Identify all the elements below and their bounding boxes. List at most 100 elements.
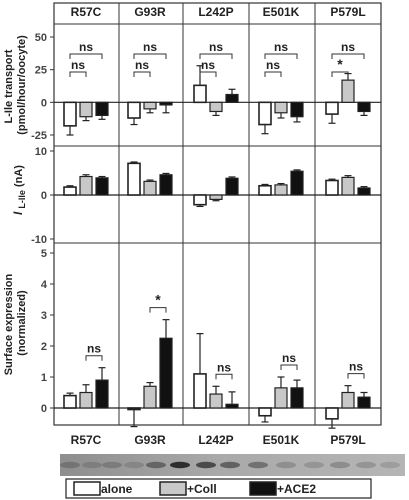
bar-coll-p579l (341, 176, 355, 196)
bar-coll-l242p (209, 101, 223, 113)
header-top-4: P579L (330, 5, 365, 19)
legend-label-coll: +Coll (187, 482, 217, 496)
bar-ace2-g93r (159, 174, 173, 196)
blot-band (304, 461, 324, 469)
blot-band (124, 461, 144, 469)
y-tick-label: -25 (31, 130, 47, 142)
bar-alone-l242p (193, 373, 207, 409)
y-tick-label: 10 (35, 146, 47, 158)
blot-band (330, 461, 350, 469)
bar-ace2-r57c (95, 101, 109, 117)
header-bottom-2: L242P (198, 433, 233, 447)
header-top-3: E501K (263, 5, 300, 19)
bar-alone-g93r (127, 101, 141, 119)
significance-bracket (331, 53, 365, 59)
significance-label: ns (282, 351, 296, 365)
blot-band (248, 461, 268, 469)
bar-coll-r57c (79, 175, 93, 196)
bar-alone-l242p (193, 194, 207, 206)
bar-alone-r57c (63, 101, 77, 127)
bar-alone-l242p (193, 84, 207, 104)
y-tick-label: 1 (41, 372, 47, 384)
y-label-current-main: I (11, 211, 25, 215)
header-row-top: R57C G93R L242P E501K P579L (71, 5, 366, 19)
bar-alone-p579l (325, 179, 339, 196)
blot-band (146, 461, 166, 469)
significance-bracket (264, 71, 282, 77)
y-tick-label: 0 (41, 97, 47, 109)
blot-band (276, 461, 296, 469)
blot-band (170, 461, 190, 469)
y-label-transport: L-Ile transport (pmol/hour/oocyte) (3, 35, 28, 135)
y-label-transport-line2: (pmol/hour/oocyte) (16, 35, 28, 135)
bar-coll-g93r (143, 385, 157, 409)
bar-ace2-g93r (159, 337, 173, 409)
significance-bracket (331, 71, 349, 77)
blot-band (220, 461, 240, 469)
header-bottom-3: E501K (263, 433, 300, 447)
y-tick-label: 2 (41, 341, 47, 353)
significance-bracket (199, 53, 233, 59)
y-tick-label: 25 (35, 65, 47, 77)
bar-coll-l242p (209, 194, 223, 201)
header-top-2: L242P (198, 5, 233, 19)
significance-label: ns (87, 342, 101, 356)
bar-ace2-l242p (225, 177, 239, 196)
y-tick-label: 0 (41, 190, 47, 202)
header-bottom-1: G93R (134, 433, 166, 447)
y-label-surface: Surface expression (normalized) (3, 271, 28, 376)
y-tick-label: 3 (41, 310, 47, 322)
header-top-1: G93R (134, 5, 166, 19)
bar-alone-r57c (63, 186, 77, 196)
y-label-surface-line2: (normalized) (16, 290, 28, 356)
significance-bracket (215, 373, 233, 380)
y-tick-label: 4 (41, 279, 48, 291)
significance-annotations: ns ns ns ns ns ns ns ns * ns ns * ns ns ns (69, 40, 365, 380)
significance-label: * (155, 292, 161, 308)
header-bottom-0: R57C (71, 433, 102, 447)
significance-label: ns (266, 58, 280, 72)
bar-alone-g93r (127, 407, 141, 411)
significance-label: ns (79, 40, 93, 54)
significance-bracket (199, 71, 217, 77)
bar-alone-g93r (127, 162, 141, 196)
bar-ace2-p579l (357, 187, 371, 196)
blot-band (196, 461, 216, 469)
bar-ace2-p579l (357, 396, 371, 409)
bar-ace2-e501k (290, 387, 304, 409)
bar-coll-r57c (79, 101, 93, 118)
y-tick-label: 0 (41, 403, 47, 415)
y-label-current-sub: L-Ile (17, 190, 27, 209)
bar-coll-r57c (79, 391, 93, 409)
y-label-current: I L-Ile (nA) (11, 165, 28, 215)
bar-alone-p579l (325, 101, 339, 115)
bars-layer (54, 65, 381, 429)
significance-bracket (69, 53, 103, 59)
bar-ace2-g93r (159, 101, 173, 106)
y-tick-label: 5 (41, 248, 47, 260)
significance-bracket (149, 307, 167, 313)
blot-band (82, 461, 102, 469)
bar-coll-g93r (143, 101, 157, 110)
significance-label: ns (341, 40, 355, 54)
bar-ace2-l242p (225, 403, 239, 409)
bar-coll-p579l (341, 79, 355, 103)
bar-coll-l242p (209, 393, 223, 409)
blot-band (356, 461, 376, 469)
significance-label: ns (135, 58, 149, 72)
significance-label: ns (217, 360, 231, 374)
header-bottom-4: P579L (330, 433, 365, 447)
significance-label: ns (349, 360, 363, 374)
bar-coll-p579l (341, 391, 355, 409)
bar-alone-e501k (258, 407, 272, 417)
significance-label: ns (274, 40, 288, 54)
legend-frame (65, 478, 372, 499)
significance-bracket (280, 364, 298, 370)
legend: alone +Coll +ACE2 (65, 478, 372, 499)
significance-bracket (133, 71, 151, 77)
bar-coll-e501k (274, 387, 288, 409)
plot-frame (53, 2, 382, 426)
header-row-bottom: R57C G93R L242P E501K P579L (71, 433, 366, 447)
bar-alone-e501k (258, 101, 272, 126)
legend-label-alone: alone (101, 482, 133, 496)
